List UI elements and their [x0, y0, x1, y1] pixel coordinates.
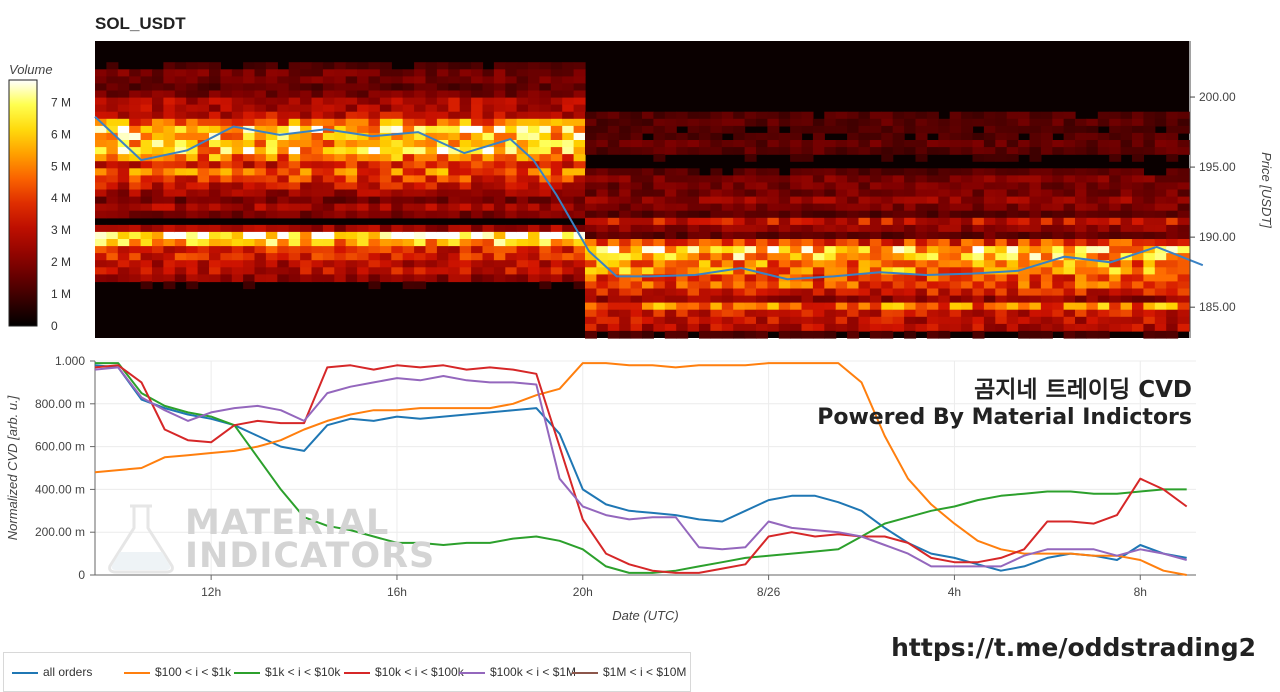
legend-item[interactable]: $1k < i < $10k [234, 665, 340, 679]
cvd-series-2 [95, 362, 1187, 574]
price-tick-label: 200.00 [1199, 90, 1236, 104]
cvd-series-0 [94, 364, 1187, 572]
legend-swatch [234, 671, 260, 674]
cvd-xtick-label: 4h [948, 585, 961, 599]
legend-swatch [12, 671, 38, 674]
cvd-series-4 [94, 366, 1187, 568]
colorbar-tick-label: 1 M [51, 287, 71, 301]
price-line [94, 115, 1204, 281]
legend-label: $100 < i < $1k [155, 665, 232, 679]
price-tick-label: 190.00 [1199, 230, 1236, 244]
overlay-subtitle: Powered By Material Indictors [817, 405, 1192, 430]
legend-item[interactable]: $100 < i < $1k [124, 665, 231, 679]
cvd-ytick-label: 200.00 m [35, 525, 85, 539]
cvd-legend: all orders $100 < i < $1k $1k < i < $10k $1… [3, 652, 691, 692]
cvd-ytick-label: 400.00 m [35, 482, 85, 496]
cvd-ytick-label: 1.000 [55, 354, 85, 368]
cvd-xtick-label: 20h [573, 585, 593, 599]
price-tick-label: 195.00 [1199, 160, 1236, 174]
cvd-series-1 [94, 362, 1187, 576]
watermark-line-2: INDICATORS [185, 536, 436, 576]
legend-label: $100k < i < $1M [490, 665, 577, 679]
cvd-yaxis-label: Normalized CVD [arb. u.] [5, 395, 20, 540]
cvd-series-3 [94, 364, 1188, 574]
cvd-xtick-label: 8/26 [757, 585, 781, 599]
colorbar-tick-label: 5 M [51, 159, 71, 173]
colorbar-tick-label: 4 M [51, 191, 71, 205]
colorbar [8, 79, 38, 327]
legend-label: $10k < i < $100k [375, 665, 464, 679]
telegram-link[interactable]: https://t.me/oddstrading2 [891, 633, 1256, 662]
cvd-xtick-label: 8h [1134, 585, 1147, 599]
cvd-xaxis-label: Date (UTC) [612, 608, 678, 623]
legend-label: $1M < i < $10M [603, 665, 687, 679]
colorbar-tick-label: 2 M [51, 255, 71, 269]
cvd-ytick-label: 600.00 m [35, 440, 85, 454]
legend-swatch [344, 671, 370, 674]
legend-swatch [572, 671, 598, 674]
cvd-ytick-label: 800.00 m [35, 397, 85, 411]
legend-label: all orders [43, 665, 93, 679]
legend-swatch [459, 671, 485, 674]
cvd-xtick-label: 16h [387, 585, 407, 599]
cvd-ytick-label: 0 [78, 568, 85, 582]
price-axis-label: Price [USDT] [1259, 152, 1274, 228]
colorbar-tick-label: 0 [51, 319, 58, 333]
legend-item[interactable]: all orders [12, 665, 92, 679]
colorbar-tick-label: 6 M [51, 127, 71, 141]
cvd-plot-area [95, 361, 1196, 575]
colorbar-tick-label: 7 M [51, 95, 71, 109]
chart-title: SOL_USDT [95, 14, 186, 33]
cvd-xtick-label: 12h [201, 585, 221, 599]
legend-label: $1k < i < $10k [265, 665, 341, 679]
watermark-line-1: MATERIAL [185, 503, 390, 543]
legend-item[interactable]: $1M < i < $10M [572, 665, 686, 679]
heatmap-cells [95, 41, 1190, 339]
legend-item[interactable]: $100k < i < $1M [459, 665, 576, 679]
overlay-title: 곰지네 트레이딩 CVD [974, 377, 1192, 403]
colorbar-tick-label: 3 M [51, 223, 71, 237]
legend-item[interactable]: $10k < i < $100k [344, 665, 464, 679]
price-tick-label: 185.00 [1199, 300, 1236, 314]
legend-swatch [124, 671, 150, 674]
colorbar-label: Volume [9, 62, 53, 77]
flask-watermark-icon [102, 502, 180, 579]
